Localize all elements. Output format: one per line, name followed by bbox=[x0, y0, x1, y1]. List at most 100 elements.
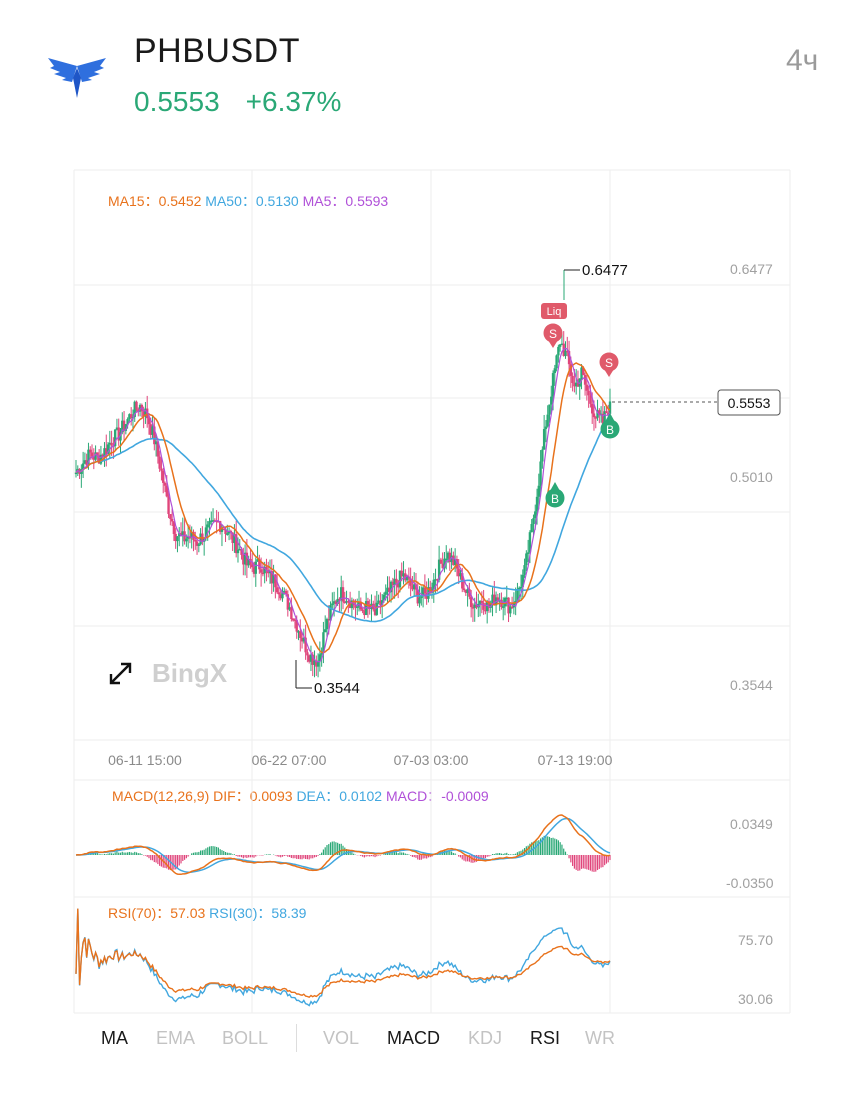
candle-body bbox=[265, 566, 268, 570]
buy-marker[interactable]: B bbox=[600, 413, 620, 439]
candle-body bbox=[299, 631, 302, 638]
sell-marker[interactable]: S bbox=[599, 352, 619, 378]
candle-body bbox=[320, 653, 323, 655]
candle-body bbox=[245, 552, 249, 566]
candle-body bbox=[539, 461, 542, 486]
candle-body bbox=[153, 426, 156, 445]
candle-body bbox=[587, 390, 590, 396]
price-change: +6.37% bbox=[245, 86, 342, 117]
candle-body bbox=[567, 351, 571, 365]
dea-value: 0.0102 bbox=[339, 788, 383, 804]
candle-body bbox=[281, 592, 284, 599]
candle-body bbox=[181, 531, 184, 536]
candle-body bbox=[423, 587, 427, 594]
candle-body bbox=[400, 570, 403, 577]
macd-y-tick-bottom: -0.0350 bbox=[726, 875, 774, 891]
candle-body bbox=[452, 555, 455, 566]
candle-body bbox=[557, 346, 560, 356]
buy-marker-text: B bbox=[551, 492, 559, 506]
candle-body bbox=[405, 576, 409, 581]
candle-body bbox=[603, 411, 606, 424]
candle-body bbox=[502, 606, 505, 608]
symbol-title: PHBUSDT bbox=[134, 32, 300, 70]
candle-body bbox=[227, 530, 231, 534]
candle-body bbox=[242, 554, 245, 565]
candle-body bbox=[194, 539, 197, 542]
candle-body bbox=[261, 572, 265, 575]
candle-body bbox=[306, 652, 309, 656]
candle-body bbox=[466, 589, 469, 593]
candle-body bbox=[464, 589, 468, 593]
candle-body bbox=[601, 413, 605, 424]
candle-body bbox=[183, 531, 186, 542]
candle-body bbox=[589, 395, 592, 404]
macd-legend: MACD(12,26,9) DIF：0.0093 DEA：0.0102 MACD… bbox=[112, 786, 489, 806]
candle-body bbox=[297, 631, 300, 633]
candle-body bbox=[300, 637, 304, 642]
tab-boll[interactable]: BOLL bbox=[222, 1028, 269, 1048]
candle-body bbox=[135, 401, 138, 410]
timeframe-label[interactable]: 4ч bbox=[786, 44, 819, 77]
candle-body bbox=[393, 578, 396, 585]
tab-kdj[interactable]: KDJ bbox=[468, 1028, 503, 1048]
candle-body bbox=[89, 449, 92, 453]
tab-wr[interactable]: WR bbox=[585, 1028, 615, 1048]
candle-body bbox=[190, 531, 193, 538]
candle-body bbox=[491, 594, 494, 604]
tab-vol[interactable]: VOL bbox=[323, 1028, 360, 1048]
candle-body bbox=[487, 601, 491, 608]
tab-ma[interactable]: MA bbox=[101, 1028, 128, 1048]
candles-layer bbox=[74, 331, 612, 678]
candle-body bbox=[441, 563, 444, 569]
candle-body bbox=[279, 594, 282, 599]
candle-body bbox=[304, 637, 307, 653]
candle-body bbox=[576, 382, 580, 387]
candle-body bbox=[398, 570, 402, 588]
candle-body bbox=[220, 528, 224, 532]
candle-body bbox=[541, 449, 544, 462]
buy-marker[interactable]: B bbox=[545, 482, 565, 508]
candle-body bbox=[226, 533, 229, 535]
candle-body bbox=[453, 559, 457, 566]
candle-body bbox=[110, 442, 113, 446]
candle-body bbox=[338, 598, 341, 601]
eagle-logo-icon bbox=[46, 52, 108, 100]
rsi-y-tick-top: 75.70 bbox=[738, 932, 773, 948]
indicator-tabs: MA EMA BOLL VOL MACD KDJ RSI WR bbox=[74, 1016, 790, 1060]
candle-body bbox=[218, 521, 222, 532]
expand-arrows-icon[interactable] bbox=[109, 662, 132, 685]
liq-marker[interactable]: Liq bbox=[541, 303, 567, 319]
candle-body bbox=[94, 452, 97, 460]
candle-body bbox=[115, 427, 119, 430]
candle-body bbox=[211, 520, 215, 522]
candle-body bbox=[117, 427, 120, 441]
candle-body bbox=[176, 536, 179, 542]
candle-body bbox=[208, 521, 211, 525]
tab-ema[interactable]: EMA bbox=[156, 1028, 196, 1048]
rsi70-line bbox=[75, 908, 611, 999]
candle-body bbox=[550, 396, 553, 405]
candle-body bbox=[243, 552, 247, 565]
tab-macd[interactable]: MACD bbox=[387, 1028, 440, 1048]
ma5-legend-label: MA5： bbox=[302, 193, 346, 209]
macd-title: MACD(12,26,9) bbox=[112, 788, 210, 804]
candle-body bbox=[169, 514, 172, 519]
candle-body bbox=[598, 410, 601, 415]
tab-divider bbox=[296, 1024, 297, 1052]
macd-y-tick-top: 0.0349 bbox=[730, 816, 773, 832]
candle-body bbox=[446, 552, 450, 559]
candle-body bbox=[462, 588, 466, 591]
candle-body bbox=[197, 544, 201, 546]
candle-body bbox=[566, 350, 569, 353]
candle-body bbox=[443, 558, 446, 569]
candle-body bbox=[366, 601, 370, 605]
tab-rsi[interactable]: RSI bbox=[530, 1028, 561, 1048]
sell-marker[interactable]: S bbox=[543, 323, 563, 349]
candle-body bbox=[146, 408, 149, 419]
candle-body bbox=[295, 620, 298, 632]
candle-body bbox=[99, 454, 103, 464]
candle-body bbox=[210, 520, 213, 522]
candle-body bbox=[163, 482, 167, 486]
candle-body bbox=[327, 619, 330, 621]
